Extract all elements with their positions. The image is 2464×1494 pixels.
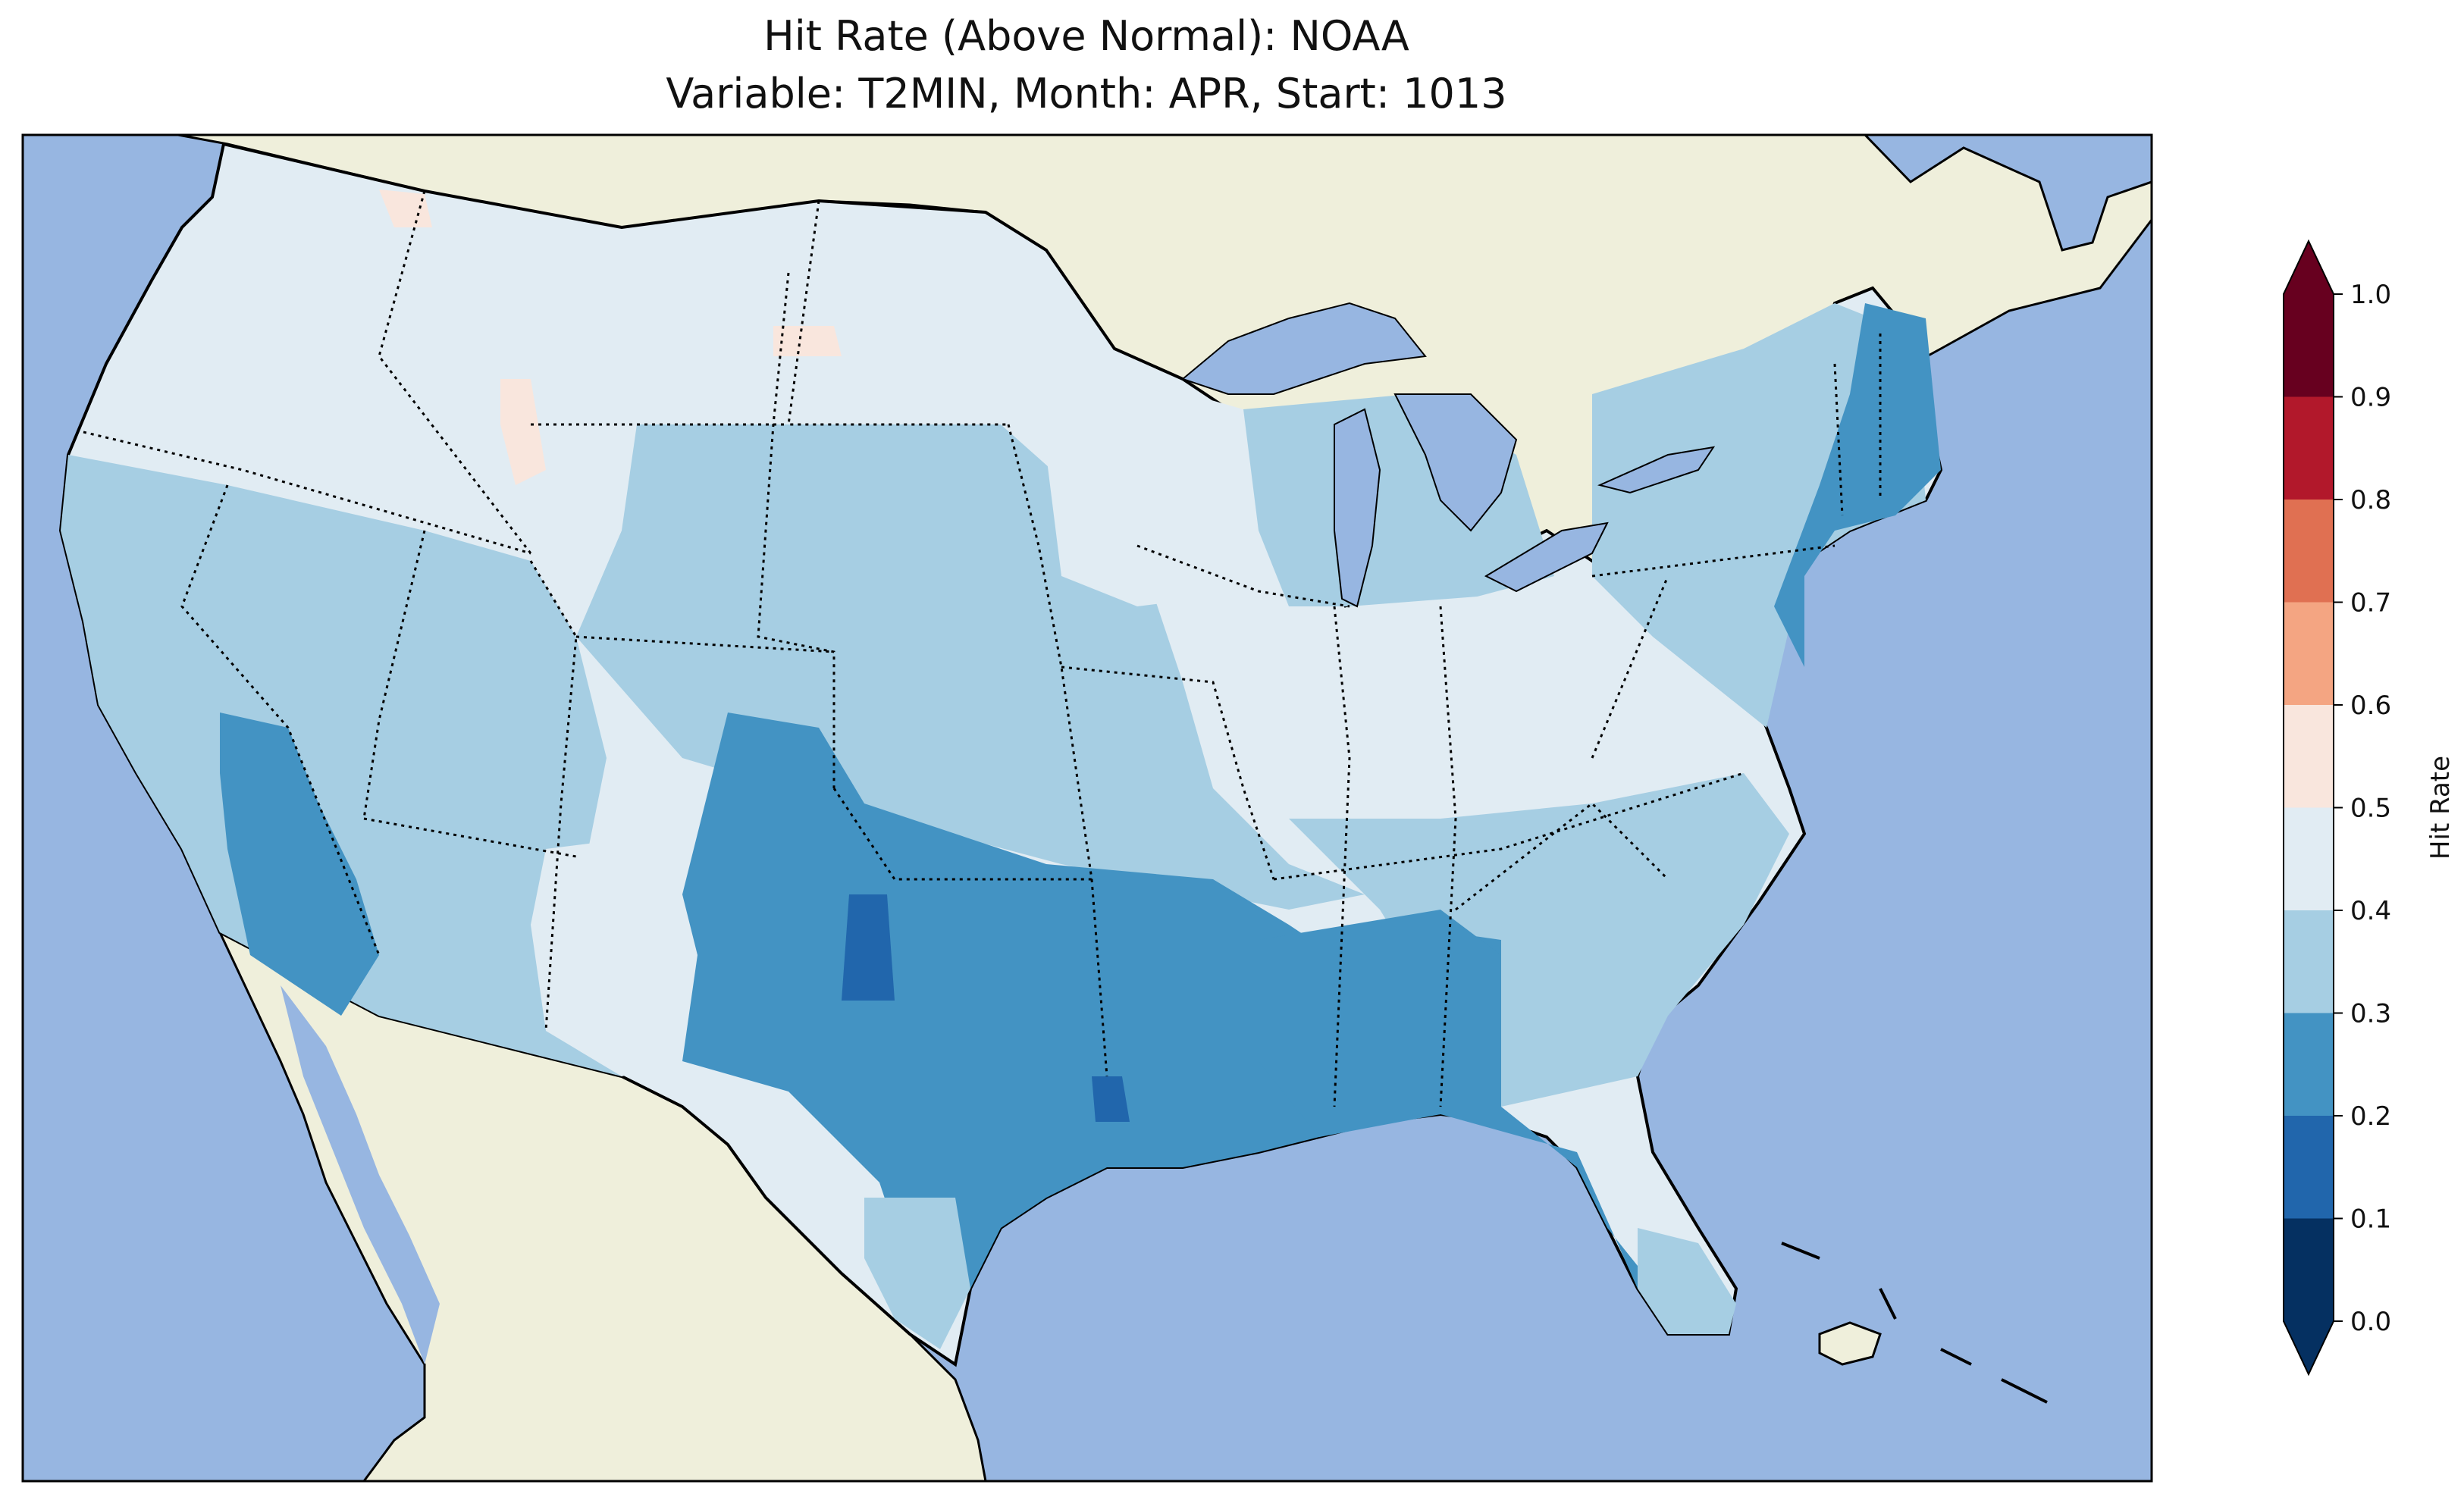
colorbar-tick-label: 0.8 [2350,485,2391,515]
map-title-line-1: Hit Rate (Above Normal): NOAA [763,12,1409,60]
colorbar-tick-label: 0.7 [2350,588,2391,619]
colorbar-title: Hit Rate [2425,756,2456,860]
region-california-basin [61,455,622,1076]
colorbar-tick-label: 0.5 [2350,794,2391,824]
colorbar-under-arrow [2284,1321,2334,1374]
gulf-of-california [281,985,440,1364]
bahamas-land [1781,1242,2048,1404]
lake-ontario [1597,446,1716,494]
colorbar-bin-3 [2284,910,2334,1013]
region-southern-california [220,713,379,1016]
region-idaho-patch [379,189,432,227]
colorbar-bin-9 [2284,294,2334,397]
lake-huron [1393,393,1518,532]
colorbar-bin-1 [2284,1116,2334,1219]
map-frame [21,133,2153,1483]
colorbar-tick-label: 0.3 [2350,999,2391,1029]
colorbar-tick-label: 0.9 [2350,383,2391,413]
colorbar-tick-label: 1.0 [2350,280,2391,310]
colorbar-bin-7 [2284,500,2334,603]
region-southern-plains [667,713,1501,1289]
lake-michigan [1334,408,1381,608]
region-deep-south [1259,910,1698,1334]
region-montana-patch [500,379,546,485]
map-area [23,135,2152,1481]
colorbar-bin-6 [2284,602,2334,705]
colorbar-over-arrow [2284,241,2334,294]
region-florida-tip [1638,1228,1736,1334]
colorbar-bin-5 [2284,705,2334,808]
region-southeast [1289,773,1789,1107]
colorbar-bin-8 [2284,396,2334,500]
colorbar-tick-label: 0.4 [2350,896,2391,926]
region-central-plains [576,424,1365,910]
region-northeast [1592,303,1926,728]
region-upper-midwest [1046,379,1289,606]
colorbar-bin-2 [2284,1013,2334,1116]
region-new-england-coast [1774,303,1941,667]
region-texas-core [842,894,895,1001]
colorbar-tick-label: 0.1 [2350,1204,2391,1235]
region-louisiana-core [1092,1076,1130,1122]
colorbar: 0.0 0.1 0.2 0.3 0.4 0.5 0.6 0.7 0.8 0.9 1.0 Hit Rat… [2283,239,2456,1377]
map-title-line-2: Variable: T2MIN, Month: APR, Start: 1013 [666,70,1507,117]
region-south-texas [864,1198,970,1349]
region-dakota-patch [773,326,842,356]
region-ohio-valley [1243,591,1698,819]
cuba-land [1818,1321,1882,1366]
hit-rate-field [61,189,1941,1349]
colorbar-tick-label: 0.6 [2350,691,2391,721]
colorbar-bin-4 [2284,807,2334,910]
colorbar-tick-label: 0.0 [2350,1307,2391,1337]
lake-erie [1484,521,1609,593]
colorbar-tick-label: 0.2 [2350,1101,2391,1132]
region-new-mexico [531,834,698,1076]
state-borders [83,190,1882,1107]
colorbar-bin-0 [2284,1218,2334,1321]
lake-superior [1180,302,1427,395]
